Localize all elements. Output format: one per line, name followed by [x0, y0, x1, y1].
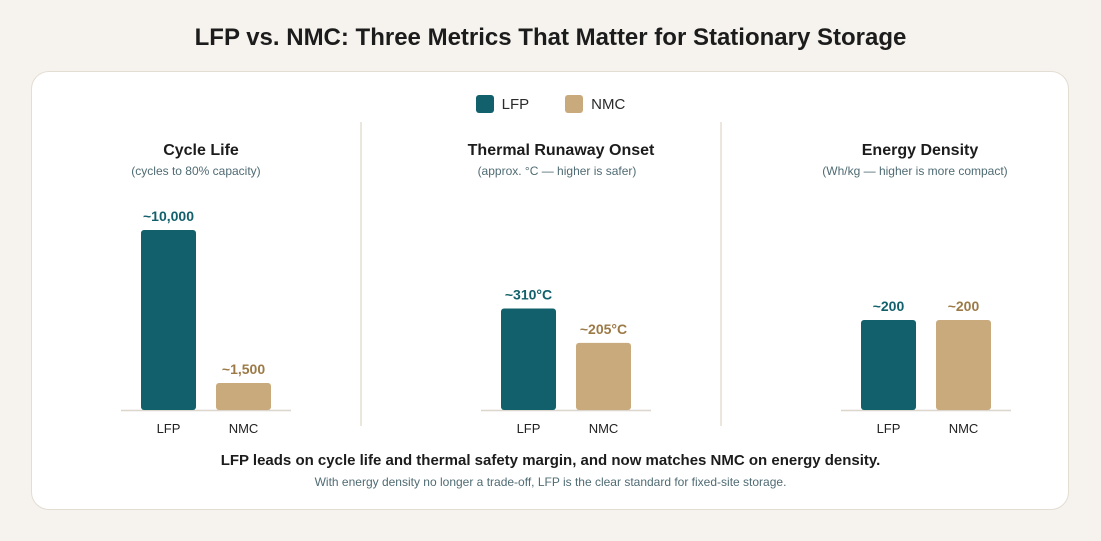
summary-text: LFP leads on cycle life and thermal safe…	[220, 452, 881, 469]
data-label-cycle-life-lfp: ~10,000	[143, 208, 194, 224]
bar-cycle-life-lfp	[141, 230, 196, 410]
legend-item-nmc: NMC	[565, 95, 625, 113]
panel-subtitle-energy-density: (Wh/kg — higher is more compact)	[822, 164, 1008, 178]
bar-cycle-life-nmc	[216, 383, 271, 410]
legend-label-nmc: NMC	[591, 95, 626, 113]
panel-subtitle-thermal-runaway: (approx. °C — higher is safer)	[477, 164, 637, 178]
tick-label-cycle-life-lfp: LFP	[157, 421, 181, 436]
tick-label-thermal-runaway-nmc: NMC	[589, 421, 619, 436]
tick-label-energy-density-nmc: NMC	[949, 421, 979, 436]
bar-thermal-runaway-lfp	[501, 308, 556, 410]
legend-label-lfp: LFP	[501, 95, 530, 113]
panel-divider-2	[720, 122, 722, 426]
page-title: LFP vs. NMC: Three Metrics That Matter f…	[194, 24, 907, 51]
panel-title-energy-density: Energy Density	[861, 142, 979, 159]
data-label-thermal-runaway-nmc: ~205°C	[580, 321, 627, 337]
legend: LFP NMC	[0, 95, 1101, 113]
tick-label-thermal-runaway-lfp: LFP	[517, 421, 541, 436]
panel-title-cycle-life: Cycle Life	[163, 142, 239, 159]
footnote-text: With energy density no longer a trade-of…	[314, 475, 787, 489]
legend-swatch-lfp	[475, 95, 494, 113]
data-label-energy-density-nmc: ~200	[948, 298, 980, 314]
bar-energy-density-nmc	[936, 320, 991, 410]
legend-item-lfp: LFP	[475, 95, 530, 113]
bar-energy-density-lfp	[861, 320, 916, 410]
panel-subtitle-cycle-life: (cycles to 80% capacity)	[131, 164, 261, 178]
data-label-thermal-runaway-lfp: ~310°C	[505, 287, 552, 303]
tick-label-energy-density-lfp: LFP	[877, 421, 901, 436]
chart-card	[31, 71, 1069, 510]
tick-label-cycle-life-nmc: NMC	[229, 421, 259, 436]
data-label-energy-density-lfp: ~200	[873, 298, 905, 314]
bar-thermal-runaway-nmc	[576, 342, 631, 410]
panel-divider-1	[360, 122, 362, 426]
panel-title-thermal-runaway: Thermal Runaway Onset	[467, 142, 655, 159]
data-label-cycle-life-nmc: ~1,500	[222, 361, 265, 377]
legend-swatch-nmc	[565, 95, 584, 113]
